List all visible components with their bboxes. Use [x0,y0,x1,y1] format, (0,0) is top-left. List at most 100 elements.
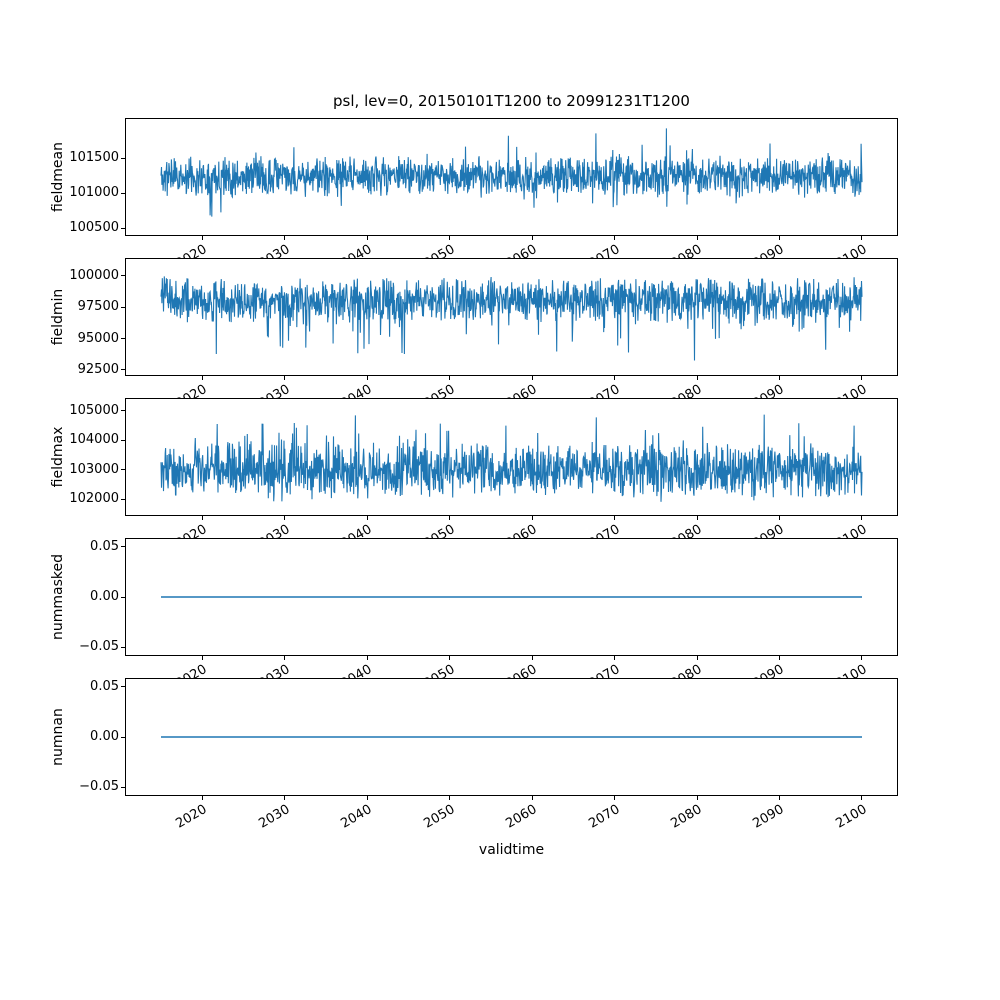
y-tick-label: 95000 [77,330,119,346]
y-tick-mark [121,227,125,229]
x-tick-mark [366,796,368,800]
x-tick-label: 2030 [256,802,293,832]
subplot-fieldmax: fieldmax 105000 104000 103000 102000 2020 203… [50,398,898,552]
x-tick-mark [449,656,451,660]
y-tick-label: −0.05 [79,779,119,795]
y-tick-mark [121,439,125,441]
x-tick-mark [778,236,780,240]
x-tick-mark [778,516,780,520]
x-tick-mark [614,796,616,800]
x-tick-mark [696,656,698,660]
x-tick-mark [696,376,698,380]
subplot-numnan: numnan 0.05 0.00 −0.05 2020 2030 2040 2050 2060… [50,678,898,832]
x-tick-mark [201,516,203,520]
x-tick-label: 2100 [833,802,870,832]
plot-area-fieldmin [160,276,863,361]
y-tick-mark [121,338,125,340]
x-tick-label: 2070 [585,802,623,832]
x-tick-mark [201,376,203,380]
y-tick-label: 104000 [69,432,119,448]
x-tick-mark [614,376,616,380]
x-tick-mark [366,516,368,520]
x-tick-mark [201,656,203,660]
x-tick-mark [696,236,698,240]
y-tick-mark [121,306,125,308]
y-tick-mark [121,596,125,598]
subplot-fieldmean: fieldmean 101500 101000 100500 2020 2030 2040… [50,118,898,272]
y-tick-label: 102000 [69,491,119,507]
series-line-fieldmean [160,128,863,217]
x-tick-label: 2020 [173,802,210,832]
y-tick-mark [121,498,125,500]
x-tick-mark [861,236,863,240]
series-line-fieldmax [160,414,863,502]
x-tick-mark [284,516,286,520]
x-tick-mark [201,796,203,800]
y-tick-label: 105000 [69,402,119,418]
x-tick-mark [449,796,451,800]
plot-title: psl, lev=0, 20150101T1200 to 20991231T12… [333,92,690,110]
x-tick-mark [778,656,780,660]
x-tick-mark [696,516,698,520]
x-tick-mark [614,656,616,660]
x-tick-label: 2040 [338,802,375,832]
x-tick-mark [366,656,368,660]
x-axis-label: validtime [478,842,545,858]
y-tick-mark [121,369,125,371]
y-axis-label-fieldmin: fieldmin [50,288,66,346]
x-tick-mark [284,376,286,380]
y-tick-mark [121,469,125,471]
y-tick-mark [121,410,125,412]
y-tick-mark [121,275,125,277]
x-tick-mark [778,376,780,380]
x-tick-mark [284,656,286,660]
x-tick-mark [531,236,533,240]
x-tick-mark [861,376,863,380]
y-axis-label-nummasked: nummasked [50,553,66,641]
y-tick-label: 0.05 [90,678,119,694]
x-tick-mark [861,656,863,660]
x-tick-mark [531,656,533,660]
series-line-fieldmin [160,276,863,361]
y-tick-label: 100500 [69,220,119,236]
x-tick-mark [449,376,451,380]
y-tick-mark [121,192,125,194]
y-tick-label: −0.05 [79,639,119,655]
y-tick-mark [121,786,125,788]
plot-area-fieldmax [160,414,863,502]
y-tick-label: 0.00 [90,729,119,744]
x-tick-mark [531,796,533,800]
x-tick-label: 2080 [668,802,705,832]
y-tick-mark [121,157,125,159]
y-tick-mark [121,686,125,688]
x-tick-mark [366,376,368,380]
y-axis-label-fieldmean: fieldmean [50,142,66,212]
y-tick-label: 92500 [77,361,119,377]
x-tick-mark [861,796,863,800]
x-tick-mark [449,236,451,240]
y-tick-mark [121,646,125,648]
x-tick-mark [861,516,863,520]
plot-area-fieldmean [160,128,863,217]
x-tick-mark [366,236,368,240]
x-tick-label: 2050 [420,802,458,832]
y-tick-label: 0.00 [90,589,119,604]
subplot-fieldmin: fieldmin 100000 97500 95000 92500 2020 2030 20… [50,258,898,412]
y-tick-label: 100000 [69,267,119,283]
x-tick-mark [778,796,780,800]
y-axis-label-fieldmax: fieldmax [50,426,66,488]
y-tick-mark [121,546,125,548]
x-tick-mark [284,796,286,800]
x-tick-label: 2090 [750,802,787,832]
x-tick-mark [284,236,286,240]
x-tick-mark [696,796,698,800]
y-tick-label: 0.05 [90,538,119,554]
x-tick-mark [531,516,533,520]
y-axis-label-numnan: numnan [50,708,66,766]
y-tick-label: 101500 [69,150,119,166]
y-tick-label: 97500 [77,299,119,315]
x-tick-mark [531,376,533,380]
plot-area-numnan [161,736,862,738]
x-tick-mark [614,516,616,520]
